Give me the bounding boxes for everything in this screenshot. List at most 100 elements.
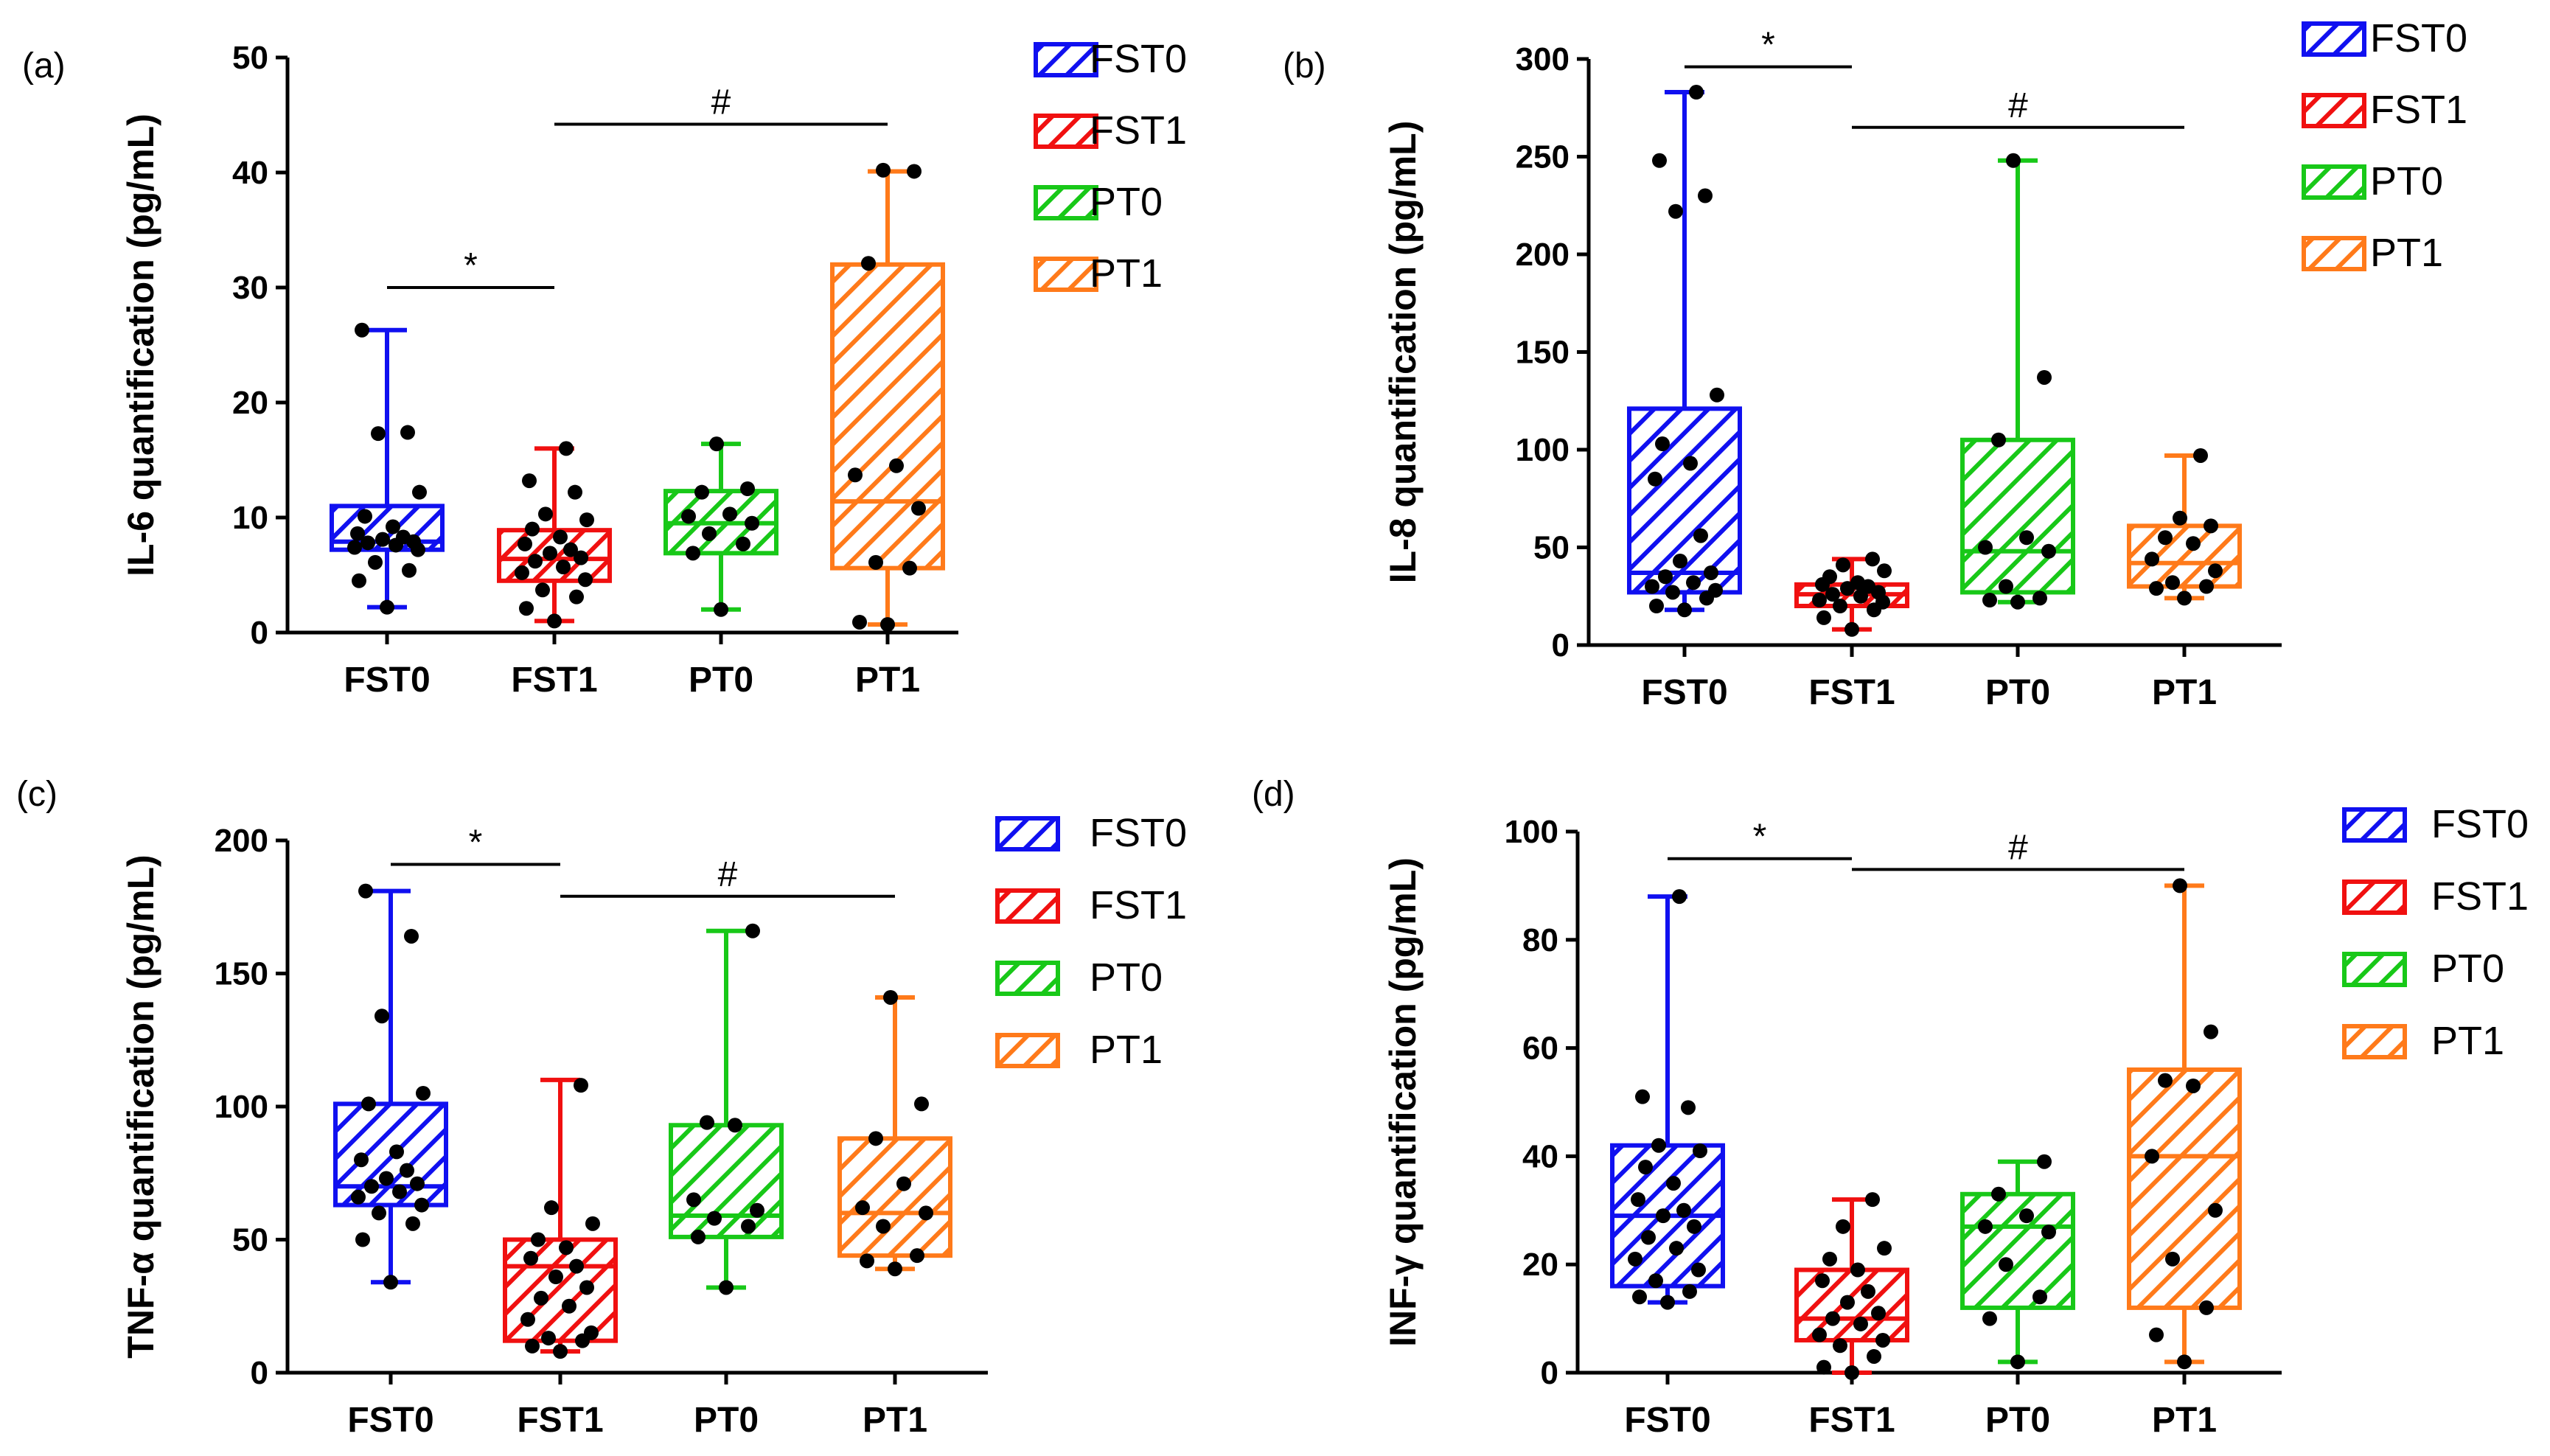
y-tick-label: 250 [1516,139,1570,175]
data-point [2032,591,2047,606]
legend-label: FST1 [1090,883,1187,927]
data-point [914,1096,929,1112]
data-point [1853,1316,1868,1331]
data-point [1693,528,1708,543]
data-point [2037,369,2052,385]
y-tick-label: 300 [1516,41,1570,77]
data-point [1666,1176,1681,1191]
y-tick-label: 150 [215,956,268,992]
data-point [2149,581,2164,596]
data-point [410,1176,425,1191]
data-point [1655,436,1670,452]
data-point [1648,471,1662,487]
data-point [1648,1273,1663,1289]
data-point [1867,1348,1881,1364]
x-tick-label: FST0 [347,1401,433,1440]
data-point [414,1197,429,1213]
data-point [2177,1354,2192,1370]
data-point [2006,153,2021,168]
data-point [358,883,373,899]
box-FST1 [497,441,612,629]
data-point [578,572,593,588]
data-point [861,256,876,271]
legend-swatch [2302,21,2366,57]
data-point [352,573,366,588]
data-point [525,1338,540,1354]
y-tick-label: 60 [1522,1031,1558,1067]
data-point [518,536,532,551]
data-point [1825,1311,1840,1326]
data-point [396,529,411,545]
data-point [375,532,390,547]
box-iqr [2127,1067,2242,1310]
legend-swatch [1034,42,1098,77]
legend-swatch [2342,807,2407,843]
x-tick-label: PT1 [863,1401,927,1440]
data-point [1638,1160,1653,1175]
box-PT0 [669,923,784,1295]
data-point [543,546,557,561]
legend-label: FST0 [2431,802,2529,846]
data-point [707,1211,722,1226]
y-tick-label: 200 [215,823,268,859]
legend-swatch [1034,185,1098,220]
data-point [1665,585,1680,600]
data-point [1672,889,1687,905]
box-iqr [1960,1191,2075,1310]
y-axis-title: IL-6 quantification (pg/mL) [120,114,161,577]
box-iqr [1627,406,1742,595]
box-iqr [830,262,945,571]
data-point [2165,1251,2180,1267]
legend-label: PT0 [2370,159,2443,203]
y-tick-label: 50 [232,1222,268,1258]
data-point [584,1325,599,1340]
x-tick-label: PT0 [1985,1401,2050,1440]
data-point [1816,1359,1831,1375]
y-tick-label: 100 [215,1089,268,1125]
data-point [544,1200,559,1216]
legend-label: PT0 [1090,955,1163,1000]
data-point [400,1163,414,1178]
data-point [1660,1295,1675,1310]
data-point [1836,557,1850,573]
data-point [2145,551,2159,567]
data-point [860,1253,874,1269]
data-point [559,1240,574,1255]
data-point [1632,1289,1647,1305]
data-point [569,589,584,605]
data-point [868,554,883,570]
data-point [553,1344,568,1359]
x-tick-label: FST0 [344,661,430,700]
legend-swatch [2342,952,2407,987]
data-point [694,484,709,500]
data-point [1669,1241,1684,1256]
data-point [1978,1219,1993,1234]
legend-label: PT1 [1090,251,1163,296]
data-point [745,515,759,531]
legend-swatch [2302,236,2366,271]
data-point [1836,1219,1850,1234]
y-tick-label: 80 [1522,922,1558,958]
data-point [1651,1138,1666,1153]
data-point [1673,554,1687,569]
data-point [2177,591,2192,606]
data-point [1999,579,2013,594]
data-point [2173,510,2187,526]
data-point [876,162,891,178]
data-point [740,481,755,496]
data-point [1978,540,1993,555]
legend-label: FST0 [2370,16,2467,60]
data-point [574,1078,588,1093]
data-point [2199,579,2214,594]
data-point [1816,610,1831,625]
data-point [538,506,553,522]
data-point [416,1085,431,1101]
y-tick-label: 20 [1522,1247,1558,1283]
chart-panel-0: (a) IL-6 quantification (pg/mL) 0 10 20 30 40 5… [22,37,1187,700]
box-FST0 [330,322,445,615]
data-point [347,540,362,555]
data-point [1710,387,1724,403]
data-point [515,565,529,580]
data-point [1982,593,1997,608]
